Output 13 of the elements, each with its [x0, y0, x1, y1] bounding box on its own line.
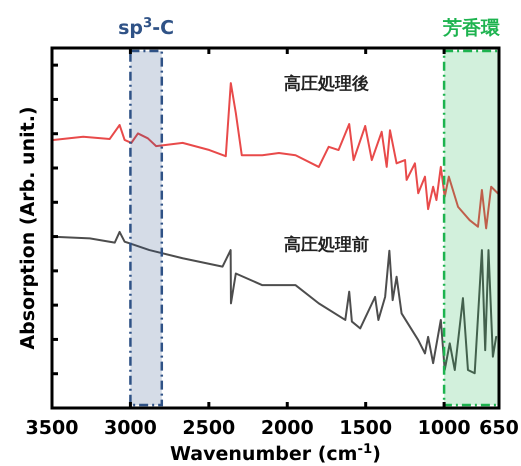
series-label: 高圧処理後: [284, 74, 369, 94]
x-tick-label: 2000: [260, 417, 314, 439]
x-tick-label: 3500: [26, 417, 78, 439]
band-label: sp$^{3}$-C: [118, 16, 174, 39]
x-tick-label: 3000: [104, 417, 157, 439]
x-tick-label: 1500: [339, 417, 392, 439]
x-axis-title: Wavenumber (cm$^{-1}$): [170, 442, 381, 465]
x-tick-label: 650: [479, 417, 519, 439]
band-label: 芳香環: [442, 17, 502, 39]
x-tick-label: 1000: [418, 417, 471, 439]
series-label: 高圧処理前: [284, 235, 369, 256]
x-tick-label: 2500: [182, 417, 236, 439]
y-axis-title: Absorption (Arb. unit.): [17, 106, 39, 350]
